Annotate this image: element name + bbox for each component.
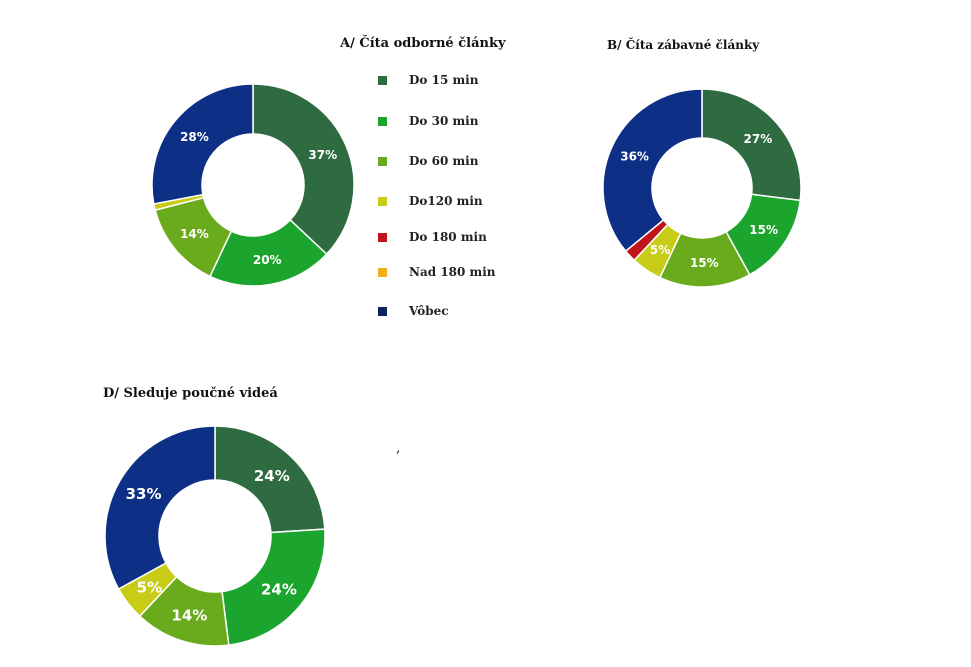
slice-data-label: 37%	[308, 148, 337, 162]
slice-data-label: 36%	[620, 150, 649, 164]
legend-swatch	[378, 156, 387, 166]
slice-data-label: 27%	[744, 132, 773, 146]
legend-label: Nad 180 min	[409, 265, 496, 279]
slice-data-label: 24%	[254, 467, 290, 485]
donut-slice-vôbec	[602, 88, 703, 253]
donut-slice-vôbec	[151, 83, 254, 205]
slice-data-label: 5%	[137, 578, 162, 596]
donut-slice-do-15-min	[252, 83, 355, 256]
legend-swatch	[378, 196, 387, 206]
legend-item-nad-180-min: Nad 180 min	[378, 264, 496, 280]
slice-data-label: 20%	[253, 253, 282, 267]
donut-slice-do-15-min	[214, 425, 326, 534]
legend-swatch	[378, 116, 387, 126]
chart-b-title: B/ Číta zábavné články	[607, 38, 760, 52]
slice-data-label: 14%	[171, 606, 207, 624]
legend-swatch	[378, 267, 387, 277]
legend-label: Do 15 min	[409, 73, 479, 87]
legend-item-do120-min: Do120 min	[378, 193, 483, 209]
slice-data-label: 5%	[650, 243, 670, 257]
legend-label: Do 60 min	[409, 154, 479, 168]
donut-chart-b: 27% 15% 15% 5% 36%	[602, 88, 802, 288]
legend-item-vobec: Vôbec	[378, 303, 449, 319]
legend-swatch	[378, 232, 387, 242]
legend-swatch	[378, 75, 387, 85]
donut-chart-a: 37% 20% 14% 28%	[151, 83, 355, 287]
donut-slice-vôbec	[104, 425, 216, 591]
slice-data-label: 33%	[126, 485, 162, 503]
legend-label: Do 180 min	[409, 230, 487, 244]
legend-label: Do 30 min	[409, 114, 479, 128]
donut-slice-do-30-min	[208, 218, 328, 287]
chart-a-title: A/ Číta odborné články	[340, 36, 506, 51]
legend-swatch	[378, 306, 387, 316]
slice-data-label: 15%	[690, 256, 719, 270]
slice-data-label: 15%	[749, 223, 778, 237]
legend-item-do-60-min: Do 60 min	[378, 153, 478, 169]
slice-data-label: 14%	[180, 227, 209, 241]
donut-chart-d: 24% 24% 14% 5% 33%	[104, 425, 326, 647]
donut-slice-do-15-min	[701, 88, 802, 202]
slice-data-label: 24%	[261, 580, 297, 598]
slice-data-label: 28%	[180, 130, 209, 144]
chart-d-title: D/ Sleduje poučné videá	[103, 386, 278, 401]
legend-label: Vôbec	[409, 304, 449, 318]
donut-slice-do-30-min	[221, 528, 326, 646]
stray-comma: ,	[396, 440, 401, 456]
legend-item-do-15-min: Do 15 min	[378, 72, 478, 88]
legend-label: Do120 min	[409, 194, 483, 208]
legend-item-do-180-min: Do 180 min	[378, 229, 487, 245]
legend-item-do-30-min: Do 30 min	[378, 113, 478, 129]
